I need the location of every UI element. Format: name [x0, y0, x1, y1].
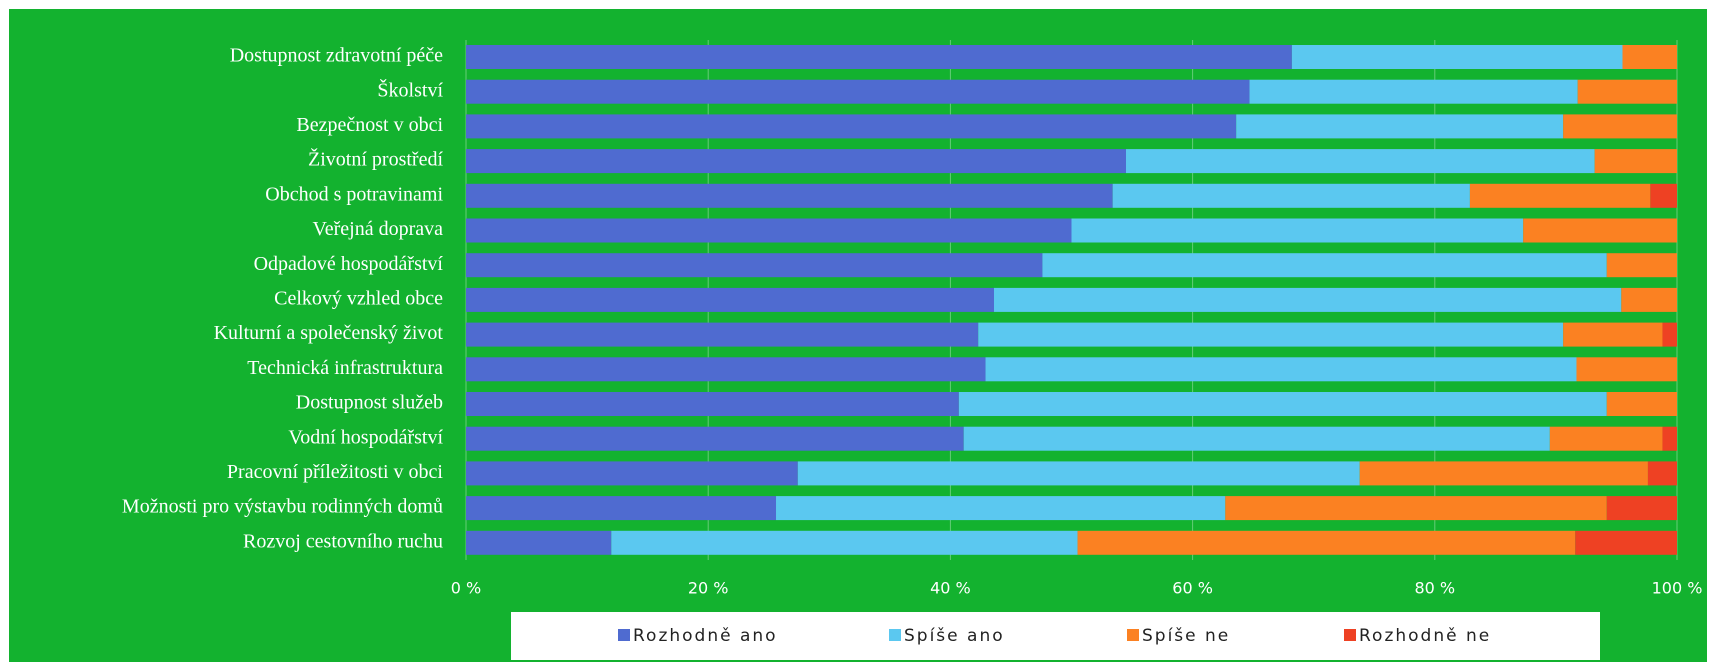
y-tick-label: Pracovní příležitosti v obci — [227, 461, 444, 483]
legend-box — [511, 612, 1600, 660]
bar-segment — [1650, 183, 1677, 208]
bar-segment — [1621, 287, 1677, 312]
y-tick-label: Životní prostředí — [308, 148, 443, 171]
legend-marker — [889, 629, 901, 641]
y-tick-label: Školství — [377, 77, 443, 101]
y-tick-label: Dostupnost zdravotní péče — [230, 45, 443, 67]
bar-segment — [1563, 114, 1677, 139]
bar-segment — [1523, 218, 1677, 243]
bar-segment — [1077, 530, 1576, 555]
bar-segment — [466, 496, 777, 521]
bar-segment — [1606, 392, 1677, 416]
legend-label: Spíše ne — [1142, 626, 1230, 646]
y-tick-label: Bezpečnost v obci — [296, 114, 443, 136]
bar-segment — [776, 496, 1226, 521]
bar-segment — [985, 357, 1577, 382]
bar-segment — [466, 114, 1237, 139]
bar-segment — [466, 426, 964, 451]
bar-segment — [466, 45, 1292, 69]
y-tick-label: Dostupnost služeb — [296, 392, 443, 414]
y-tick-label: Možnosti pro výstavbu rodinných domů — [122, 496, 443, 518]
legend-marker — [1127, 629, 1139, 641]
bar-segment — [466, 183, 1113, 208]
y-tick-label: Celkový vzhled obce — [274, 287, 443, 309]
bar-segment — [466, 287, 994, 312]
bar-segment — [1469, 183, 1651, 208]
bar-segment — [611, 530, 1078, 555]
bar-segment — [466, 218, 1072, 243]
bar-segment — [466, 322, 979, 347]
bar-segment — [1249, 79, 1578, 104]
y-tick-label: Technická infrastruktura — [247, 357, 443, 379]
bar-segment — [993, 287, 1622, 312]
x-tick-label: 100 % — [1652, 579, 1703, 598]
bar-segment — [1549, 426, 1663, 451]
legend-label: Rozhodně ano — [633, 626, 778, 646]
bar-segment — [1622, 45, 1677, 69]
bar-segment — [797, 461, 1360, 486]
bar-segment — [1291, 45, 1623, 69]
bar-segment — [1563, 322, 1663, 347]
bar-segment — [466, 79, 1250, 104]
bar-segment — [978, 322, 1564, 347]
bar-segment — [466, 149, 1126, 174]
bar-segment — [466, 357, 986, 382]
bar-segment — [1359, 461, 1648, 486]
bar-segment — [1125, 149, 1595, 174]
bar-segment — [958, 392, 1607, 416]
y-tick-label: Vodní hospodářství — [288, 426, 443, 448]
x-tick-label: 60 % — [1172, 579, 1213, 598]
x-tick-label: 80 % — [1414, 579, 1455, 598]
bar-segment — [466, 253, 1043, 278]
y-tick-label: Veřejná doprava — [313, 218, 444, 240]
bar-segment — [1662, 322, 1677, 347]
bar-segment — [1606, 253, 1677, 278]
bar-segment — [1576, 357, 1677, 382]
y-tick-label: Obchod s potravinami — [265, 183, 443, 205]
bar-segment — [1112, 183, 1470, 208]
bar-segment — [466, 392, 959, 416]
bar-segment — [1662, 426, 1677, 451]
x-tick-label: 0 % — [451, 579, 481, 598]
bar-segment — [1606, 496, 1677, 521]
bar-segment — [466, 530, 612, 555]
legend-marker — [1344, 629, 1356, 641]
bar-segment — [1577, 79, 1677, 104]
legend-label: Spíše ano — [904, 626, 1005, 646]
legend-label: Rozhodně ne — [1359, 626, 1491, 646]
bar-segment — [1594, 149, 1677, 174]
bar-segment — [1071, 218, 1524, 243]
y-tick-label: Odpadové hospodářství — [254, 253, 444, 275]
x-tick-label: 20 % — [688, 579, 729, 598]
bar-segment — [1647, 461, 1677, 486]
x-tick-label: 40 % — [930, 579, 971, 598]
bar-segment — [1236, 114, 1564, 139]
y-tick-label: Rozvoj cestovního ruchu — [243, 530, 443, 552]
bar-segment — [466, 461, 798, 486]
y-tick-label: Kulturní a společenský život — [214, 322, 444, 344]
bar-segment — [1575, 530, 1677, 555]
legend-marker — [618, 629, 630, 641]
bar-segment — [1225, 496, 1607, 521]
bar-segment — [963, 426, 1550, 451]
bar-segment — [1042, 253, 1607, 278]
